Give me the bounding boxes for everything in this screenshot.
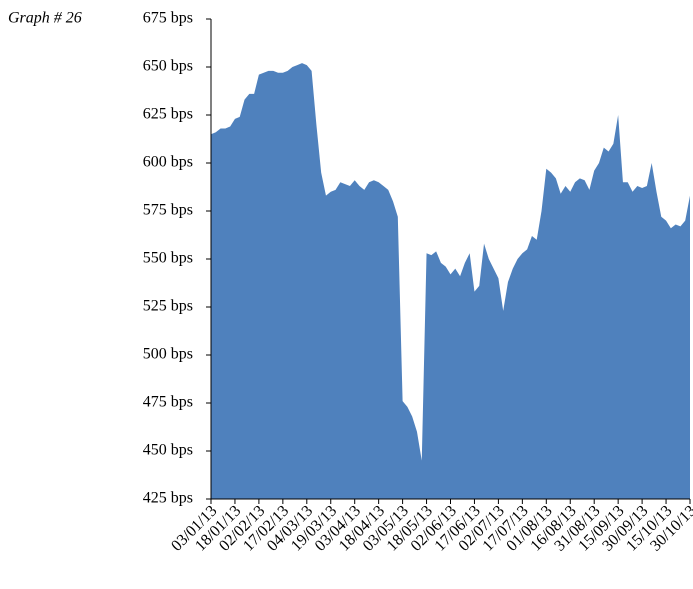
y-tick-label: 575 bps xyxy=(143,202,193,219)
y-tick-label: 650 bps xyxy=(143,58,193,75)
y-tick-label: 525 bps xyxy=(143,298,193,315)
y-tick-label: 625 bps xyxy=(143,106,193,123)
area xyxy=(211,63,690,499)
y-tick-label: 500 bps xyxy=(143,346,193,363)
y-tick-label: 550 bps xyxy=(143,250,193,267)
y-tick-label: 675 bps xyxy=(143,10,193,27)
y-tick-label: 425 bps xyxy=(143,490,193,507)
chart-title: Graph # 26 xyxy=(8,10,82,27)
y-tick-label: 450 bps xyxy=(143,442,193,459)
y-tick-label: 600 bps xyxy=(143,154,193,171)
y-tick-label: 475 bps xyxy=(143,394,193,411)
